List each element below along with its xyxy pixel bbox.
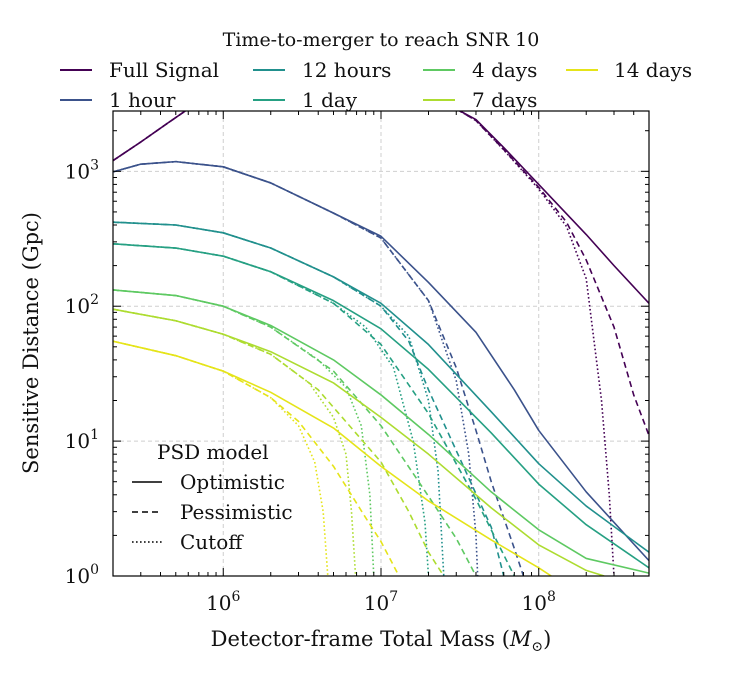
legend-entry-1-day: 1 day (253, 88, 358, 112)
psd-label-cutoff: Cutoff (180, 530, 244, 554)
legend-entry-full-signal: Full Signal (60, 58, 219, 82)
series-line-1-day-optimistic (113, 243, 649, 569)
psd-entry-cutoff: Cutoff (132, 530, 244, 554)
series-line-full-signal-pessimistic (113, 111, 649, 436)
x-axis-label-text: Detector-frame Total Mass ( (211, 627, 510, 651)
legend-label-14-days: 14 days (614, 58, 692, 82)
series-legend: Time-to-merger to reach SNR 10 Full Sign… (60, 29, 692, 112)
x-tick-label: 106 (206, 589, 240, 615)
y-tick-label: 103 (65, 157, 99, 183)
x-axis-label-close: ) (543, 627, 551, 651)
legend-label-1-day: 1 day (302, 88, 358, 112)
series-line-12-hours-optimistic (113, 221, 649, 553)
x-axis-label-subscript: ⊙ (531, 639, 543, 655)
series-line-14-days-optimistic (113, 340, 552, 576)
y-tick-label: 101 (65, 427, 99, 453)
legend-entry-12-hours: 12 hours (253, 58, 391, 82)
psd-label-pessimistic: Pessimistic (180, 500, 293, 524)
legend-label-12-hours: 12 hours (302, 58, 391, 82)
x-axis-label: Detector-frame Total Mass (M⊙) (211, 627, 552, 655)
psd-label-optimistic: Optimistic (180, 470, 285, 494)
axis-tick-labels: 106 107 108 100 101 102 103 (65, 157, 556, 615)
psd-legend-title: PSD model (157, 440, 269, 464)
series-line-4-days-pessimistic (113, 289, 477, 576)
psd-legend: PSD model Optimistic Pessimistic Cutoff (132, 440, 293, 554)
series-line-1-hour-cutoff (113, 160, 479, 576)
y-tick-label: 100 (65, 562, 99, 588)
psd-entry-pessimistic: Pessimistic (132, 500, 293, 524)
series-line-1-hour-optimistic (113, 160, 649, 562)
series-line-4-days-optimistic (113, 289, 649, 574)
series-line-full-signal-optimistic (113, 111, 649, 304)
series-line-7-days-optimistic (113, 308, 605, 576)
legend-entry-1-hour: 1 hour (60, 88, 176, 112)
y-tick-label: 102 (65, 292, 99, 318)
legend-label-1-hour: 1 hour (109, 88, 176, 112)
legend-entry-7-days: 7 days (423, 88, 537, 112)
legend-entry-14-days: 14 days (566, 58, 692, 82)
x-tick-label: 107 (364, 589, 398, 615)
legend-entry-4-days: 4 days (423, 58, 537, 82)
x-tick-label: 108 (522, 589, 556, 615)
legend-label-4-days: 4 days (472, 58, 537, 82)
series-line-full-signal-cutoff (113, 111, 615, 576)
axis-ticks (112, 111, 650, 577)
series-line-1-day-pessimistic (113, 243, 516, 576)
legend-label-full-signal: Full Signal (109, 58, 219, 82)
legend-title: Time-to-merger to reach SNR 10 (223, 29, 540, 51)
y-axis-label: Sensitive Distance (Gpc) (19, 212, 43, 474)
x-axis-label-symbol: M (509, 627, 532, 651)
psd-entry-optimistic: Optimistic (132, 470, 285, 494)
series-line-12-hours-cutoff (113, 221, 445, 576)
legend-label-7-days: 7 days (472, 88, 537, 112)
series-lines (113, 111, 649, 576)
